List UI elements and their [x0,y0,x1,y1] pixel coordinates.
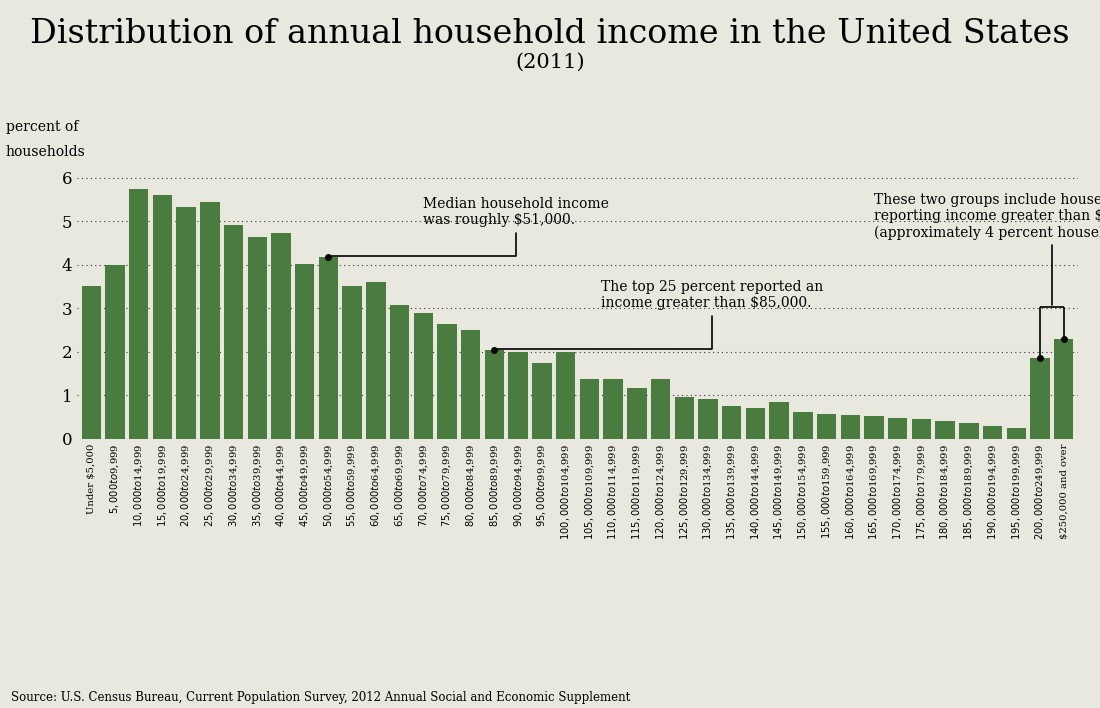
Bar [817,414,836,439]
Bar [1006,428,1026,439]
Bar [532,362,551,439]
Text: Median household income
was roughly $51,000.: Median household income was roughly $51,… [331,197,609,256]
Text: The top 25 percent reported an
income greater than $85,000.: The top 25 percent reported an income gr… [497,280,824,349]
Bar [414,313,433,439]
Bar [983,426,1002,439]
Bar [651,379,670,439]
Bar [319,257,338,439]
Bar [153,195,172,439]
Bar [840,415,860,439]
Text: These two groups include households
reporting income greater than $200,000
(appr: These two groups include households repo… [874,193,1100,304]
Bar [389,305,409,439]
Bar [556,352,575,439]
Bar [888,418,907,439]
Bar [604,379,623,439]
Bar [793,412,813,439]
Bar [81,287,101,439]
Text: (2011): (2011) [515,53,585,72]
Bar [935,421,955,439]
Bar [176,207,196,439]
Bar [1031,358,1049,439]
Bar [366,282,386,439]
Bar [438,324,456,439]
Bar [461,330,481,439]
Bar [248,237,267,439]
Bar [722,406,741,439]
Bar [746,408,766,439]
Bar [580,379,600,439]
Bar [912,419,932,439]
Bar [272,234,290,439]
Bar [485,350,504,439]
Text: Source: U.S. Census Bureau, Current Population Survey, 2012 Annual Social and Ec: Source: U.S. Census Bureau, Current Popu… [11,692,630,704]
Bar [627,388,647,439]
Bar [129,189,149,439]
Bar [769,402,789,439]
Text: Distribution of annual household income in the United States: Distribution of annual household income … [30,18,1070,50]
Text: households: households [6,145,86,159]
Bar [223,225,243,439]
Text: percent of: percent of [6,120,78,135]
Bar [508,352,528,439]
Bar [106,265,124,439]
Bar [295,264,315,439]
Bar [1054,338,1074,439]
Bar [698,399,717,439]
Bar [342,285,362,439]
Bar [674,396,694,439]
Bar [959,423,979,439]
Bar [865,416,883,439]
Bar [200,202,220,439]
